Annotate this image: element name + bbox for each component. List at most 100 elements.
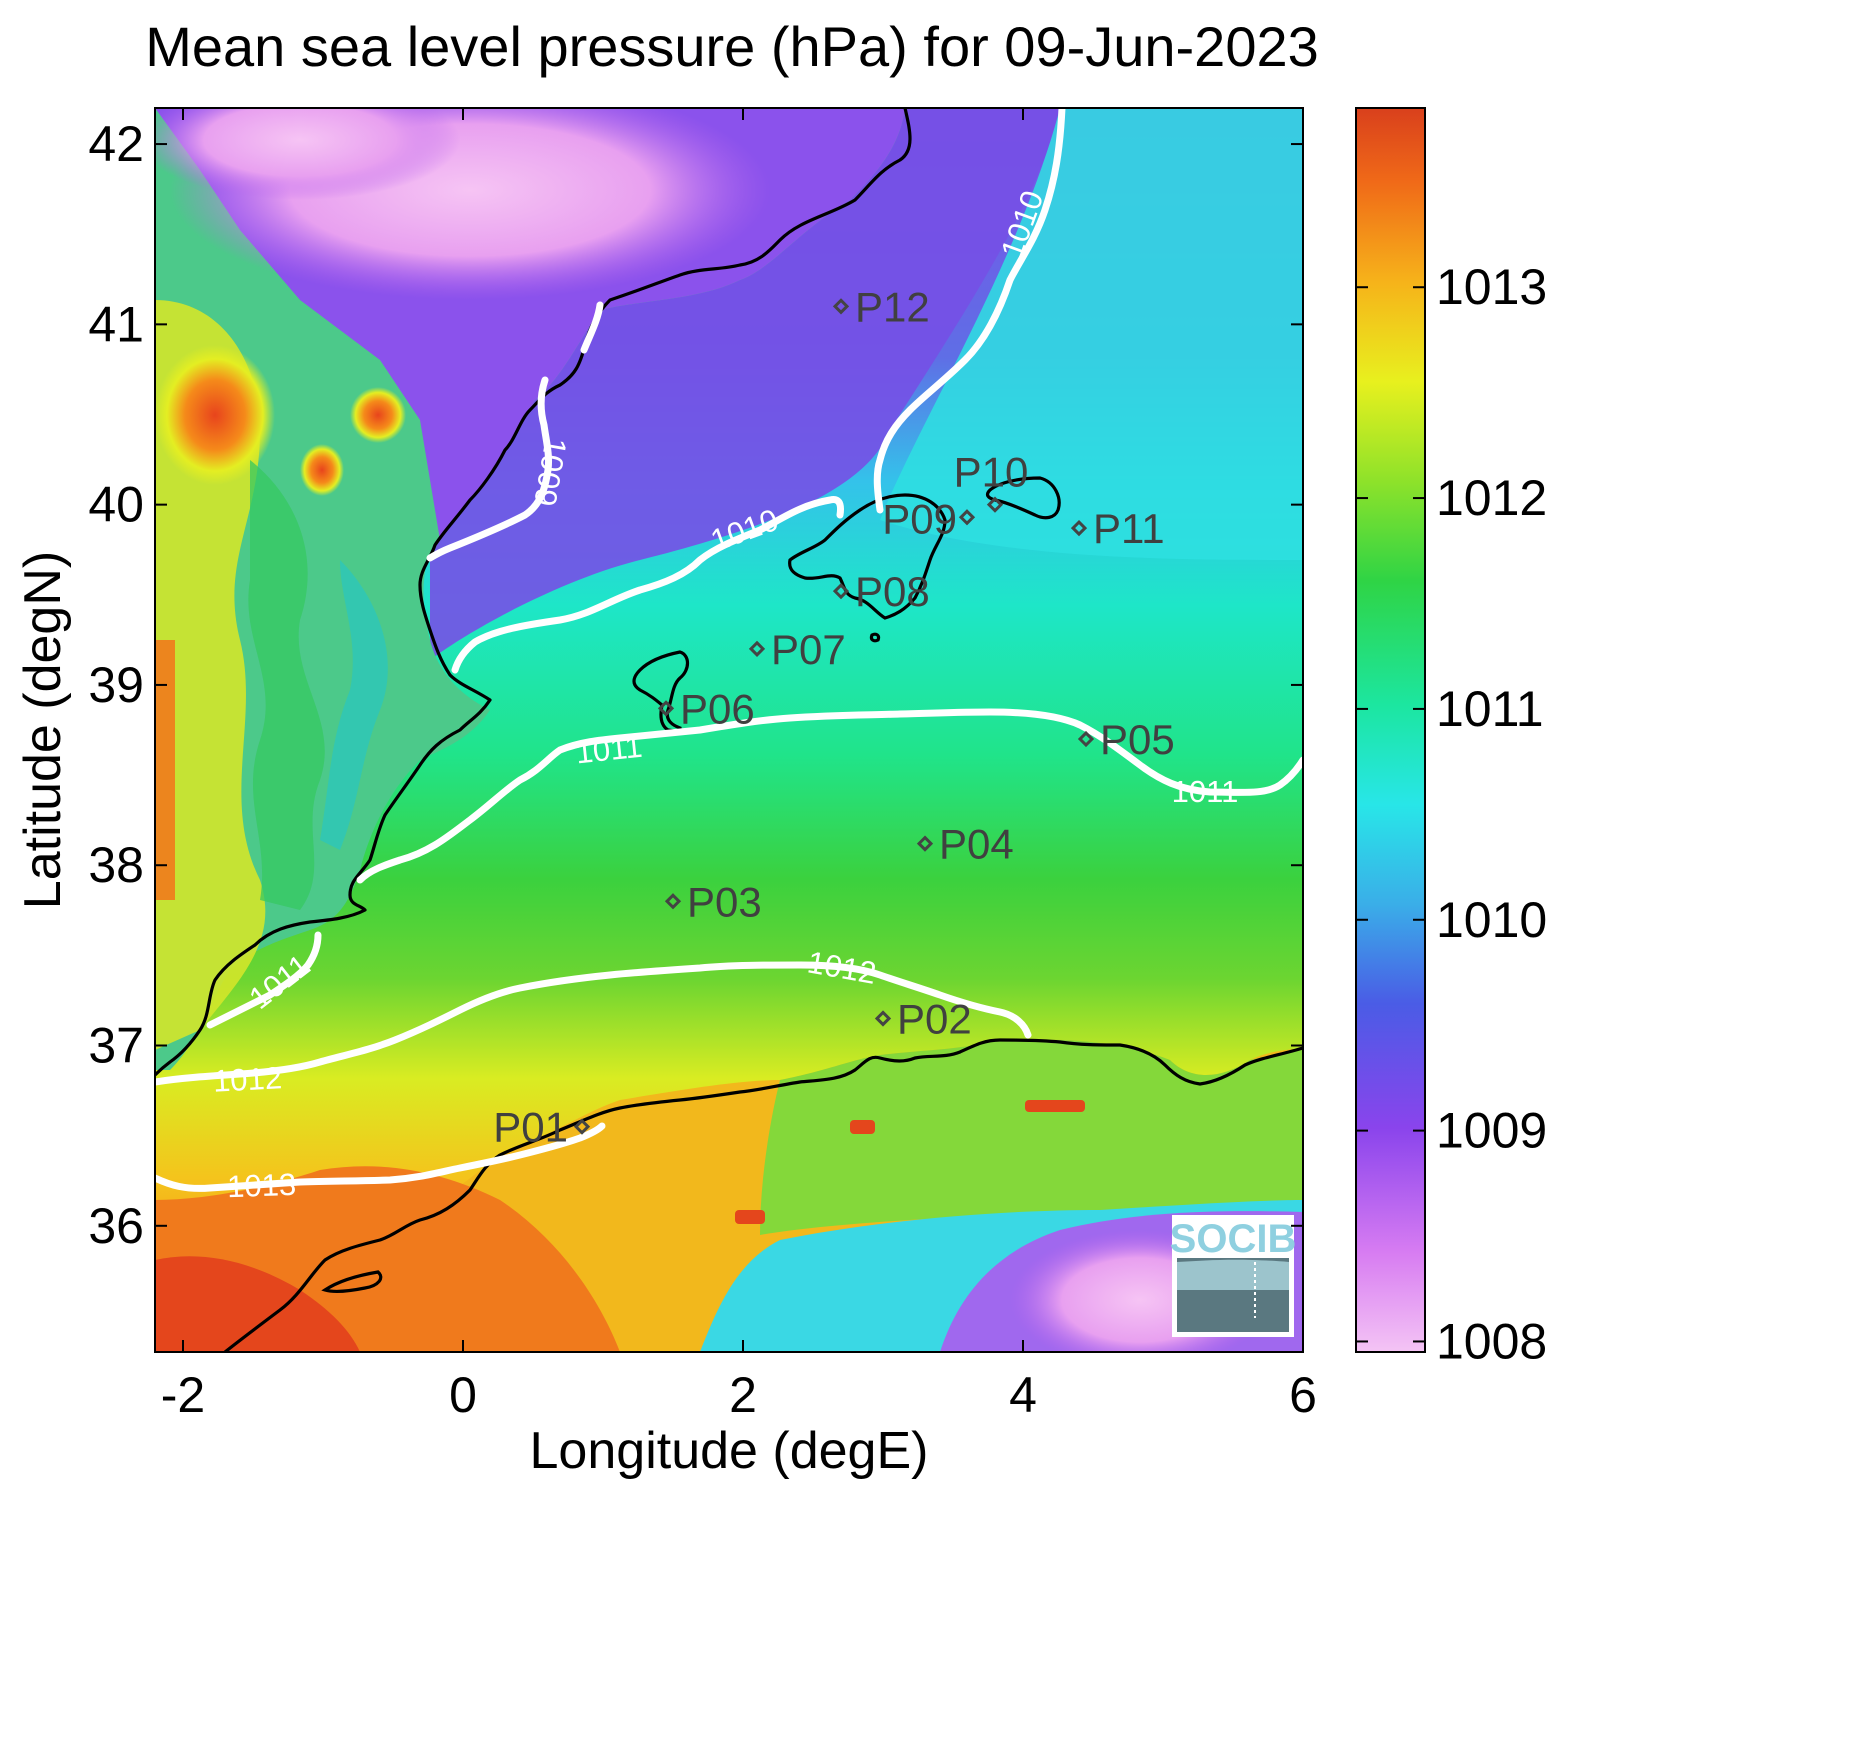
teal-interior bbox=[320, 560, 388, 850]
coastlines bbox=[155, 108, 1303, 1352]
colorbar-tick-label: 1012 bbox=[1436, 470, 1547, 526]
label-1011-a: 1011 bbox=[574, 729, 644, 771]
colorbar-tick-label: 1008 bbox=[1436, 1313, 1547, 1369]
station-marker bbox=[916, 835, 934, 852]
colorbar-tick-label: 1010 bbox=[1436, 892, 1547, 948]
station-p08: P08 bbox=[832, 568, 930, 615]
station-marker bbox=[832, 583, 850, 600]
station-p12: P12 bbox=[832, 283, 930, 330]
station-p05: P05 bbox=[1077, 716, 1175, 763]
label-1011-b: 1011 bbox=[1172, 774, 1239, 809]
green-interior bbox=[248, 460, 325, 910]
isobar-1009-north bbox=[426, 301, 604, 562]
x-tick-label: 2 bbox=[729, 1367, 757, 1423]
colorbar-tick-label: 1013 bbox=[1436, 259, 1547, 315]
africa-hotspot-c bbox=[850, 1120, 875, 1134]
station-label: P08 bbox=[855, 568, 930, 615]
x-tick-label: -2 bbox=[161, 1367, 205, 1423]
station-marker bbox=[1070, 519, 1088, 537]
x-tick-label: 0 bbox=[449, 1367, 477, 1423]
station-marker bbox=[657, 700, 675, 717]
station-p09: P09 bbox=[882, 495, 976, 542]
colorbar-tick-label: 1009 bbox=[1436, 1103, 1547, 1159]
station-p11: P11 bbox=[1070, 505, 1165, 552]
island-alboran-coast bbox=[321, 1270, 383, 1294]
western-land-warm bbox=[155, 300, 266, 1050]
hotspot-2 bbox=[350, 387, 406, 443]
station-label: P07 bbox=[771, 626, 846, 673]
y-axis-label: Latitude (degN) bbox=[14, 551, 72, 909]
station-p04: P04 bbox=[916, 821, 1014, 868]
station-label: P09 bbox=[882, 495, 957, 542]
isobar-1012-main bbox=[155, 961, 1032, 1086]
coastline-africa bbox=[224, 1038, 1303, 1352]
y-tick-label: 39 bbox=[88, 657, 144, 713]
colorbar bbox=[1355, 107, 1426, 1353]
y-tick-label: 41 bbox=[88, 296, 144, 352]
station-p02: P02 bbox=[874, 995, 972, 1042]
africa-east-green bbox=[760, 1039, 1303, 1235]
station-label: P06 bbox=[680, 685, 755, 732]
colorbar-ticks: 1008 1009 1010 1011 1012 1013 bbox=[1356, 259, 1547, 1369]
station-label: P04 bbox=[939, 821, 1014, 868]
station-marker bbox=[986, 496, 1004, 513]
station-marker bbox=[748, 640, 766, 657]
station-label: P11 bbox=[1093, 505, 1165, 552]
africa-red-sw bbox=[155, 1256, 360, 1352]
y-tick-label: 40 bbox=[88, 477, 144, 533]
station-label: P03 bbox=[687, 878, 762, 925]
station-label: P02 bbox=[897, 995, 972, 1042]
station-p07: P07 bbox=[748, 626, 846, 673]
hotspot-3 bbox=[300, 444, 344, 496]
island-ibiza bbox=[632, 650, 690, 734]
x-axis-label: Longitude (degE) bbox=[530, 1422, 929, 1480]
isobar-1010-south bbox=[451, 496, 844, 674]
pink-highland-2 bbox=[155, 108, 460, 200]
western-edge-orange bbox=[155, 640, 175, 900]
station-marker bbox=[573, 1118, 591, 1135]
station-label: P10 bbox=[954, 449, 1029, 496]
y-tick-label: 38 bbox=[88, 837, 144, 893]
logo-text: SOCIB bbox=[1170, 1217, 1297, 1261]
station-marker bbox=[664, 893, 682, 910]
label-1013: 1013 bbox=[227, 1167, 297, 1204]
low-pressure-north-field bbox=[430, 108, 1060, 660]
y-tick-label: 36 bbox=[88, 1198, 144, 1254]
chart-title: Mean sea level pressure (hPa) for 09-Jun… bbox=[145, 15, 1319, 78]
isobars bbox=[155, 108, 1303, 1192]
isobar-1013 bbox=[155, 1122, 606, 1192]
colorbar-tick-label: 1011 bbox=[1436, 681, 1544, 737]
isobar-1011-main bbox=[356, 708, 1303, 884]
station-marker bbox=[832, 298, 850, 315]
y-tick-label: 42 bbox=[88, 116, 144, 172]
station-label: P05 bbox=[1100, 716, 1175, 763]
station-marker bbox=[874, 1010, 892, 1027]
station-marker bbox=[1077, 730, 1095, 748]
cyan-transition-field bbox=[880, 108, 1303, 560]
plot-area bbox=[155, 108, 1303, 1352]
station-marker bbox=[958, 509, 976, 526]
station-label: P01 bbox=[493, 1104, 568, 1151]
island-mallorca bbox=[788, 493, 947, 620]
isobar-1011-west bbox=[206, 931, 322, 1029]
x-axis: -2 0 2 4 6 bbox=[161, 108, 1317, 1423]
coastline-iberia bbox=[155, 108, 912, 1077]
x-tick-label: 6 bbox=[1289, 1367, 1317, 1423]
station-p10: P10 bbox=[954, 449, 1029, 513]
africa-hotspot-b bbox=[735, 1210, 765, 1224]
station-p03: P03 bbox=[664, 878, 762, 925]
y-axis: 36 37 38 39 40 41 42 bbox=[88, 116, 1303, 1254]
hotspot-1 bbox=[155, 345, 275, 485]
island-cabrera bbox=[869, 632, 881, 643]
label-1012-a: 1012 bbox=[212, 1060, 283, 1099]
y-tick-label: 37 bbox=[88, 1018, 144, 1074]
station-p06: P06 bbox=[657, 685, 755, 732]
isobar-1010-north bbox=[873, 108, 1066, 514]
plot-frame bbox=[154, 107, 1304, 1353]
socib-logo: SOCIB bbox=[1170, 1215, 1297, 1337]
station-p01: P01 bbox=[493, 1104, 591, 1151]
x-tick-label: 4 bbox=[1009, 1367, 1037, 1423]
logo-wave bbox=[1177, 1259, 1289, 1290]
